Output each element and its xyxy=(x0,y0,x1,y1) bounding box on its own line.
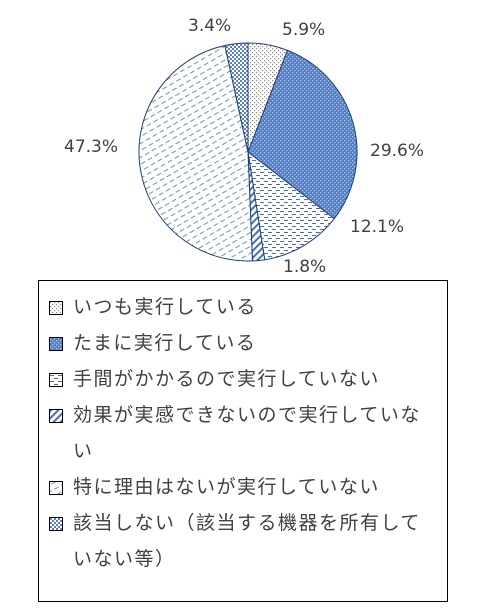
legend-item: 効果が実感できないので実行していない xyxy=(49,397,441,469)
legend-label: 効果が実感できないので実行していない xyxy=(73,404,421,462)
legend-swatch xyxy=(49,481,63,495)
legend-swatch xyxy=(49,301,63,315)
slice-data-label: 47.3% xyxy=(64,137,118,157)
legend-item: たまに実行している xyxy=(49,325,441,361)
legend-label: 特に理由はないが実行していない xyxy=(73,476,380,498)
legend-label: いつも実行している xyxy=(73,296,257,318)
pie-chart: 5.9% 29.6% 12.1% 1.8% 47.3% 3.4% xyxy=(64,16,424,277)
legend: いつも実行している たまに実行している手間がかかるので実行していない効果が実感でき… xyxy=(38,280,448,602)
legend-item: 該当しない（該当する機器を所有していない等） xyxy=(49,505,441,577)
pie-labels: 5.9% 29.6% 12.1% 1.8% 47.3% 3.4% xyxy=(64,16,424,277)
legend-swatch xyxy=(49,517,63,531)
pie-slice xyxy=(138,44,253,262)
legend-swatch xyxy=(49,373,63,387)
legend-label: 手間がかかるので実行していない xyxy=(73,368,380,390)
legend-item: 手間がかかるので実行していない xyxy=(49,361,441,397)
slice-data-label: 3.4% xyxy=(188,16,231,36)
pie-slices xyxy=(138,42,358,262)
legend-swatch xyxy=(49,409,63,423)
pie-slice xyxy=(224,42,249,153)
legend-label: たまに実行している xyxy=(73,332,257,354)
legend-item: いつも実行している xyxy=(49,289,441,325)
slice-data-label: 12.1% xyxy=(350,217,404,237)
legend-item: 特に理由はないが実行していない xyxy=(49,469,441,505)
slice-data-label: 5.9% xyxy=(282,20,325,40)
pie-slice xyxy=(247,49,358,220)
slice-data-label: 1.8% xyxy=(283,257,326,277)
legend-swatch xyxy=(49,337,63,351)
slice-data-label: 29.6% xyxy=(370,141,424,161)
legend-label: 該当しない（該当する機器を所有していない等） xyxy=(73,512,421,570)
pie-slice xyxy=(247,150,335,261)
